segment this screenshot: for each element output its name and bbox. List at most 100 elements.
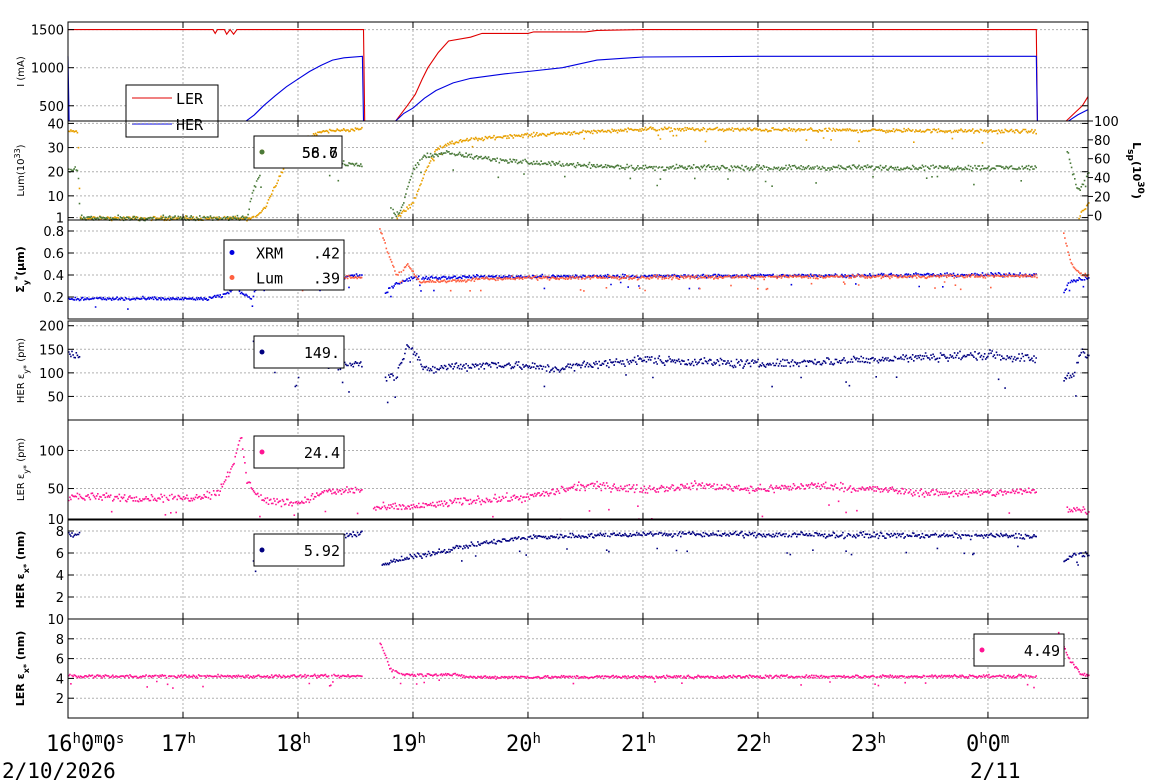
legend-box: [973, 633, 1065, 667]
series-Lum: [257, 228, 1090, 292]
y-tick-label: 2: [56, 692, 64, 707]
right-axis-title: Lsp(1030): [1125, 142, 1145, 199]
legend: 149.: [253, 335, 345, 369]
y-tick-label: 0.4: [43, 269, 64, 284]
legend: 24.4: [253, 435, 345, 469]
x-tick-label: 20h: [506, 731, 541, 757]
series-dots: [68, 437, 1090, 520]
series-dots: [68, 150, 1090, 222]
panel-frame: [67, 618, 1089, 719]
right-tick-label: 100: [1094, 115, 1119, 130]
legend-value: 149.: [304, 344, 340, 362]
y-tick-label: 6: [56, 653, 64, 668]
y-tick-label: 500: [39, 100, 64, 115]
right-tick-label: 40: [1094, 172, 1111, 187]
legend-marker: [229, 275, 235, 280]
y-tick-label: 10: [47, 613, 64, 628]
panel-grid: [67, 121, 1088, 220]
panel-grid: [67, 22, 1088, 121]
y-tick-label: 1000: [31, 62, 64, 77]
series-HER: [68, 530, 1090, 573]
legend-box: [223, 239, 345, 291]
legend-label: LER: [176, 90, 204, 108]
legend-value: 24.4: [304, 444, 340, 462]
right-tick-label: 60: [1094, 153, 1111, 168]
legend-label: XRM: [256, 245, 283, 263]
legend: 58.756.6: [253, 135, 343, 169]
y-tick-label: 30: [47, 142, 64, 157]
series-green: [68, 150, 1090, 222]
y-axis-title: HER εx* (nm): [14, 531, 31, 609]
series-dots: [68, 530, 1090, 573]
legend-box: [253, 335, 345, 369]
y-tick-label: 0.8: [43, 225, 64, 240]
panel-luminosity: 1 10 20 30 40 Lum(1033) 0 20 40 60 80 100 Lsp(1030) 5…: [13, 115, 1146, 227]
right-tick-label: 20: [1094, 190, 1111, 205]
y-tick-label: 10: [47, 513, 64, 528]
legend-value: 56.6: [302, 144, 338, 162]
x-tick-label: 22h: [736, 731, 771, 757]
series-HER: [67, 55, 1089, 122]
x-axis-labels: 16h0m0s 17h 18h 19h 20h 21h 22h 23h 0h0m 2/10/202…: [2, 731, 1021, 782]
legend-marker: [229, 250, 235, 255]
legend-box: [125, 84, 219, 138]
panel-grid: [67, 220, 1088, 319]
legend-value: .42: [313, 245, 340, 263]
legend-value: 5.92: [304, 542, 340, 560]
panel-grid: [67, 321, 1088, 420]
legend-label: Lum: [256, 270, 283, 288]
y-axis-title: Σy*(μm): [13, 246, 31, 293]
panel-ler_emit_y: 10 50 100 LER εy* (pm) 24.4: [16, 419, 1090, 528]
legend: 4.49: [973, 633, 1065, 667]
panel-grid: [67, 420, 1088, 520]
legend-box: [253, 533, 345, 567]
y-tick-label: 6: [56, 547, 64, 562]
legend-label: HER: [176, 116, 204, 134]
y-axis-title: I (mA): [16, 56, 27, 87]
series-LER: [68, 28, 1089, 122]
legend: LER HER: [125, 84, 219, 138]
x-tick-label: 0h0m: [966, 731, 1009, 757]
legend: XRM .42 Lum .39: [223, 239, 345, 291]
y-tick-label: 150: [39, 343, 64, 358]
panel-frame: [67, 219, 1089, 320]
series-dots: [257, 228, 1090, 292]
panel-frame: [67, 320, 1089, 421]
legend-marker: [259, 349, 265, 355]
legend-marker: [979, 647, 985, 653]
legend-value: .39: [313, 270, 340, 288]
legend: 5.92: [253, 533, 345, 567]
series-LER: [68, 631, 1090, 689]
y-tick-label: 0.2: [43, 291, 64, 306]
y-tick-label: 0.6: [43, 247, 64, 262]
y-tick-label: 4: [56, 672, 64, 687]
series-dots: [68, 631, 1090, 689]
right-tick-label: 0: [1094, 209, 1102, 224]
y-tick-label: 2: [56, 591, 64, 606]
legend-marker: [259, 449, 265, 455]
panel-grid: [67, 618, 1088, 718]
panel-ler_emit_x: 2 4 6 8 10 LER εx* (nm) 4.49: [14, 613, 1090, 719]
y-tick-label: 1500: [31, 24, 64, 39]
panel-her_emit_y: 50 100 150 200 HER εy* (pm) 149.: [16, 320, 1090, 421]
y-tick-label: 200: [39, 320, 64, 335]
series-LER: [68, 437, 1090, 520]
date-label: 2/11: [970, 759, 1021, 782]
series-gold: [68, 126, 1090, 222]
y-tick-label: 100: [39, 444, 64, 459]
x-tick-label: 23h: [851, 731, 886, 757]
x-tick-label: 21h: [621, 731, 656, 757]
legend-box: [253, 135, 343, 169]
series-dots: [68, 126, 1090, 222]
panel-frame: [67, 120, 1089, 221]
y-tick-label: 100: [39, 367, 64, 382]
series-line: [68, 28, 1089, 122]
x-tick-label: 17h: [161, 731, 196, 757]
y-tick-label: 20: [47, 166, 64, 181]
y-tick-label: 4: [56, 569, 64, 584]
x-tick-label: 19h: [391, 731, 426, 757]
date-label: 2/10/2026: [2, 759, 116, 782]
legend-value: 4.49: [1024, 642, 1060, 660]
y-tick-label: 10: [47, 190, 64, 205]
